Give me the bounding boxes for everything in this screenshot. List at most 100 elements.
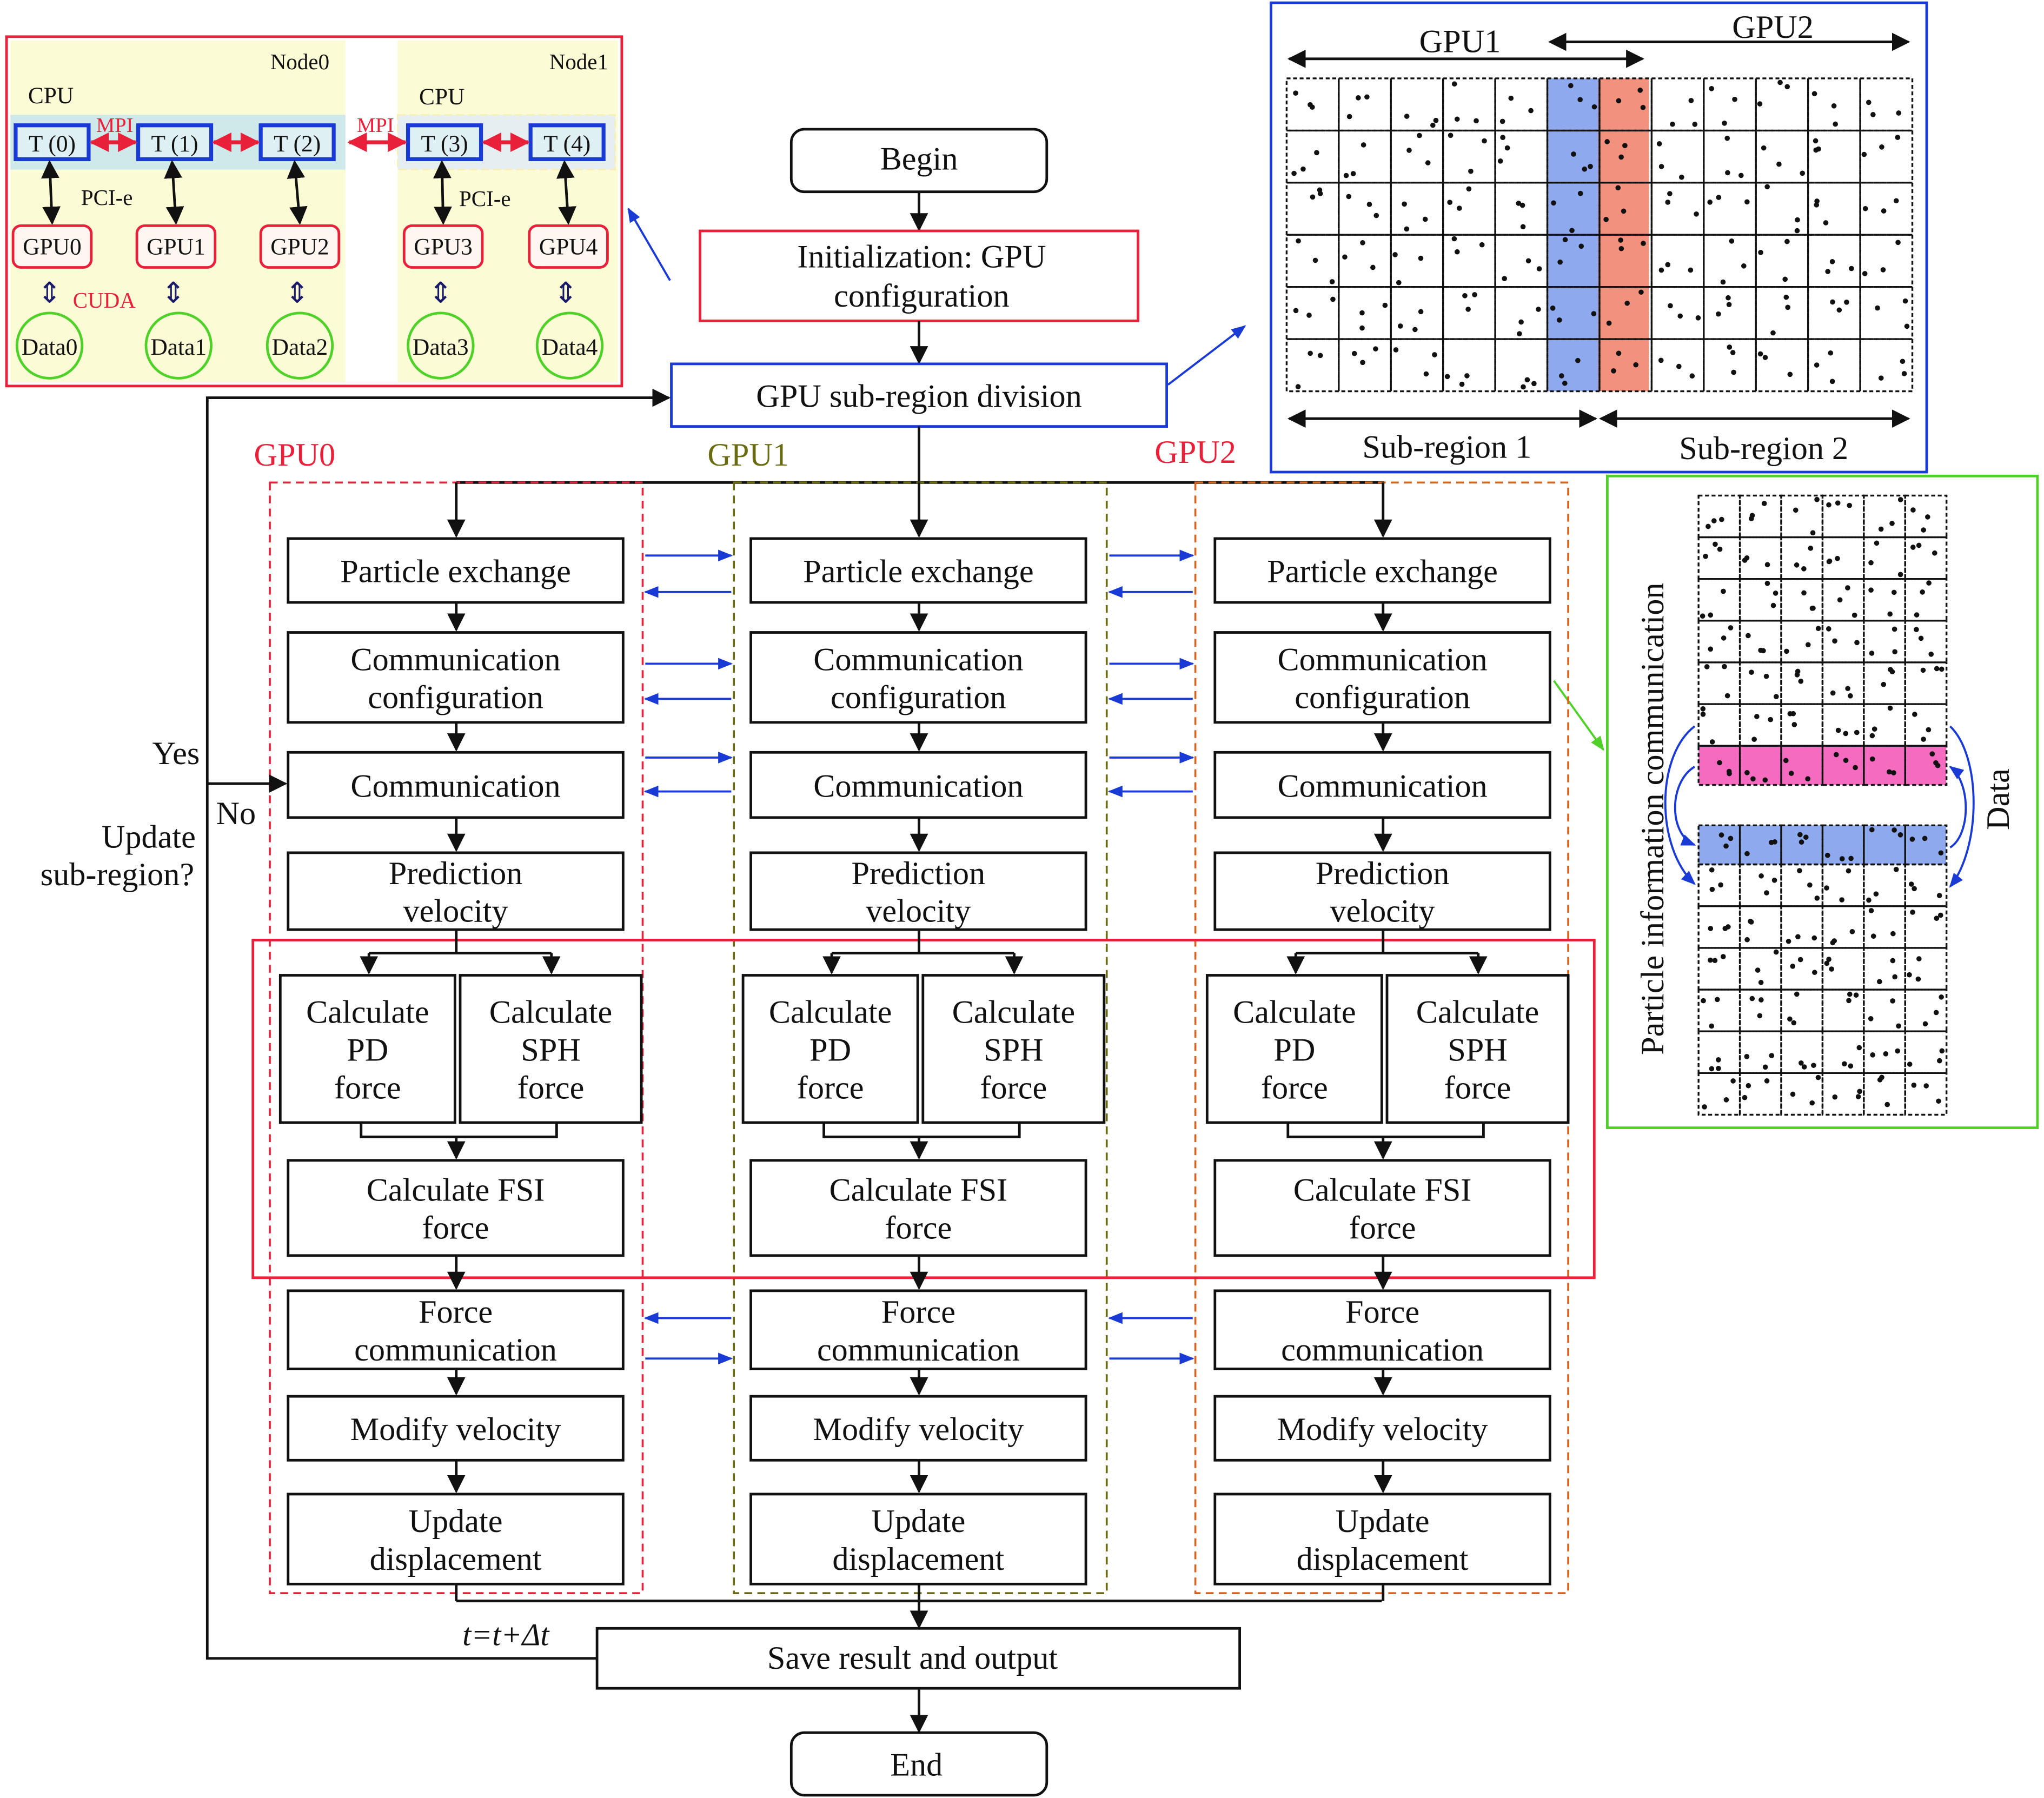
communication-box-text: Communication [1277, 768, 1487, 804]
particle [1835, 727, 1841, 733]
particle [1889, 521, 1895, 526]
particle [1720, 279, 1726, 285]
particle [1618, 237, 1623, 243]
particle [1454, 116, 1460, 122]
particle [1866, 897, 1872, 903]
particle [1694, 211, 1699, 217]
particle [1798, 678, 1804, 684]
particle [1807, 882, 1813, 888]
grid-cell [1780, 745, 1824, 786]
gpu2-label: GPU2 [1154, 434, 1236, 470]
particle [1801, 566, 1807, 572]
particle [1785, 304, 1790, 310]
particle [1758, 997, 1764, 1003]
particle [1716, 195, 1722, 200]
particle [1895, 240, 1901, 246]
particle [1811, 935, 1817, 941]
particle [1591, 311, 1597, 316]
data-node [144, 311, 213, 380]
particle [1606, 320, 1612, 326]
particle [1517, 331, 1522, 336]
particle [1831, 938, 1837, 944]
particle [1346, 114, 1352, 120]
fsi-box [287, 1159, 625, 1257]
particle [1869, 651, 1875, 656]
particle [1746, 633, 1751, 639]
particle [1422, 216, 1428, 222]
particle [1658, 164, 1664, 169]
particle [1902, 298, 1908, 304]
end-node [789, 1731, 1048, 1797]
particle [1921, 737, 1926, 742]
update-displacement-box-text: displacement [832, 1541, 1004, 1577]
particle [1361, 142, 1366, 148]
particle [1791, 1020, 1797, 1026]
particle [1291, 170, 1297, 176]
particle [1808, 546, 1814, 551]
particle [1425, 160, 1431, 165]
particle [1761, 501, 1767, 506]
sph-force-box-text: Calculate [952, 994, 1076, 1031]
pcie-label-0: PCI-e [81, 185, 133, 210]
particle [1562, 237, 1568, 243]
particle [1815, 1074, 1821, 1080]
particle [1764, 1078, 1770, 1084]
particle [1870, 112, 1876, 117]
particle [1824, 885, 1829, 891]
particle [1814, 895, 1820, 901]
particle [1936, 893, 1942, 898]
particle [1794, 562, 1800, 568]
particle [1784, 648, 1789, 654]
particle [1926, 580, 1932, 586]
update-displacement-box-text: Update [409, 1503, 503, 1540]
particle [1557, 259, 1563, 265]
particle [1835, 500, 1841, 506]
particle [1742, 558, 1748, 563]
particle [1914, 612, 1920, 618]
particle [1382, 302, 1388, 308]
particle [1402, 201, 1407, 207]
update-displacement-box-text: Update [1336, 1503, 1430, 1540]
particle [1731, 369, 1736, 375]
particle [1824, 852, 1830, 858]
particle [1404, 226, 1410, 232]
particle [1784, 84, 1790, 90]
particle [1531, 381, 1537, 387]
particle [1912, 886, 1917, 892]
particle [1499, 118, 1505, 124]
particle [1472, 292, 1477, 297]
particle [1910, 545, 1916, 550]
particle [1720, 954, 1726, 959]
particle [1862, 205, 1868, 211]
end-text: End [890, 1747, 943, 1783]
particle [1845, 686, 1850, 692]
particle [1891, 770, 1896, 775]
particle [1392, 252, 1398, 257]
gpu-box [528, 224, 609, 269]
particle [1616, 350, 1622, 356]
comm-config-box-text: configuration [1295, 679, 1470, 715]
particle [1350, 171, 1356, 176]
particle [1801, 590, 1807, 596]
fsi-box-text: force [422, 1210, 489, 1246]
data-label: Data4 [542, 334, 598, 360]
grid-cell [1904, 863, 1948, 907]
particle [1897, 832, 1903, 838]
grid-cell [1904, 620, 1948, 664]
particle [1633, 362, 1639, 368]
particle [1700, 706, 1706, 712]
particle [1364, 94, 1370, 100]
particle [1856, 1045, 1862, 1051]
particle [1814, 202, 1820, 208]
particle [1500, 135, 1505, 141]
particle [1709, 739, 1715, 745]
particle [1679, 174, 1684, 180]
particle-exchange-box-text: Particle exchange [1267, 554, 1498, 590]
particle [1761, 145, 1767, 151]
comm-config-box-text: Communication [1277, 641, 1487, 678]
particle [1479, 242, 1485, 248]
particle [1343, 172, 1349, 178]
particle [1709, 1023, 1715, 1029]
sph-force-box [1385, 974, 1570, 1124]
particle [1862, 271, 1868, 276]
